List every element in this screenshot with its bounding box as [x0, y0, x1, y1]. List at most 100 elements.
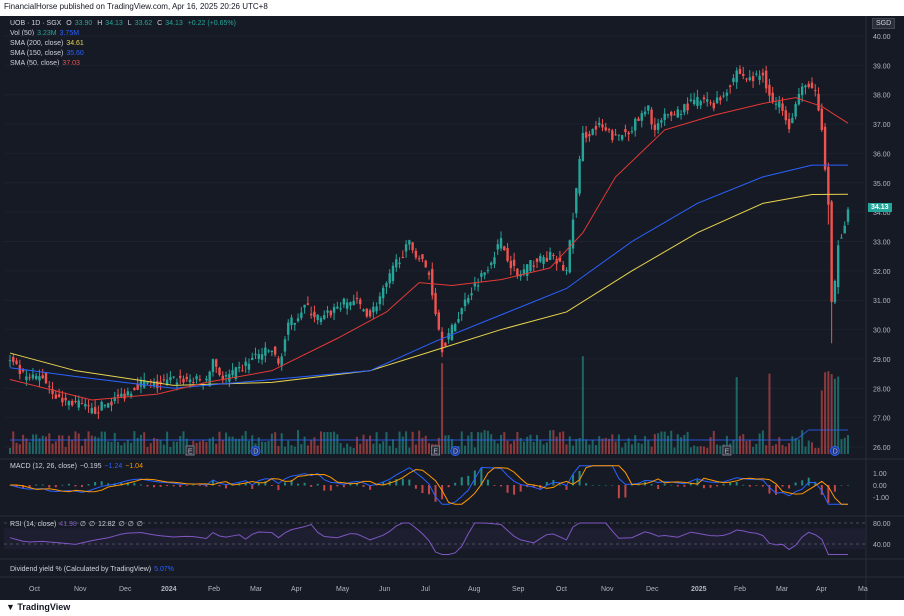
macd-histogram-bar [172, 485, 175, 487]
candle-body [421, 254, 424, 259]
candle-body [316, 314, 319, 320]
candle-body [84, 403, 87, 407]
volume-bar [755, 443, 758, 454]
chart-canvas[interactable]: 40.00 39.00 38.00 37.00 36.00 35.00 34.00 33.00… [0, 16, 904, 600]
candle-body [814, 89, 817, 91]
candle-body [611, 130, 614, 141]
volume-bar [558, 432, 561, 454]
macd-histogram-bar [578, 470, 581, 486]
candle-body [794, 103, 797, 117]
price-tick-label: 39.00 [873, 63, 891, 70]
candle-body [329, 310, 332, 316]
candle-body [810, 82, 814, 89]
candle-body [584, 132, 588, 138]
legend-open: 33.90 [74, 20, 93, 27]
volume-bar [797, 439, 800, 454]
candle-body [440, 331, 444, 353]
macd-histogram-bar [67, 483, 70, 486]
volume-bar [421, 437, 424, 454]
volume-bar [274, 432, 277, 454]
volume-bar [365, 439, 368, 454]
footer-bar: ▼ TradingView [0, 600, 904, 616]
volume-bar [637, 442, 640, 454]
macd-histogram-bar [401, 478, 404, 486]
legend-rsi-row[interactable]: RSI (14, close) 41.98 ∅ ∅ 12.82 ∅ ∅ ∅ [10, 520, 146, 528]
volume-bar [778, 437, 781, 454]
macd-histogram-bar [349, 483, 352, 486]
volume-ma-line [10, 429, 848, 441]
volume-bar [450, 439, 453, 454]
candle-body [303, 304, 306, 308]
legend-symbol-row: UOB · 1D · SGX O 33.90 H 34.13 L 33.62 C 34.… [10, 20, 239, 27]
price-tick-label: 32.00 [873, 269, 891, 276]
candle-body [152, 381, 156, 387]
volume-bar [702, 446, 705, 454]
macd-histogram-bar [467, 475, 470, 486]
macd-histogram-bar [290, 479, 293, 486]
candle-body [277, 358, 280, 364]
candle-body [562, 264, 565, 271]
legend-vol-row[interactable]: Vol (50) 3.23M 3.75M [10, 30, 82, 37]
time-tick-label: May [336, 586, 350, 593]
volume-bar [611, 434, 614, 454]
candle-body [185, 376, 188, 380]
volume-bar [221, 439, 224, 454]
volume-bar [172, 441, 175, 454]
volume-bar [663, 431, 666, 454]
dividend-marker-label: D [453, 449, 458, 456]
time-tick-label: Jun [379, 586, 390, 593]
volume-bar [522, 441, 525, 454]
macd-histogram-bar [120, 482, 123, 486]
candle-body [70, 400, 74, 406]
candle-body [516, 268, 519, 277]
candle-body [768, 84, 771, 96]
volume-bar [231, 436, 234, 454]
volume-bar [441, 363, 444, 454]
candle-body [706, 99, 709, 102]
tradingview-logo[interactable]: ▼ TradingView [6, 602, 70, 612]
legend-h-label: H [97, 20, 103, 27]
price-tick-label: 34.00 [873, 210, 891, 217]
legend-sma150-value: 35.60 [66, 50, 84, 57]
volume-bar [90, 435, 93, 454]
volume-bar [166, 431, 169, 454]
macd-histogram-bar [650, 484, 653, 486]
volume-bar [391, 439, 394, 454]
time-tick-label: Mar [250, 586, 263, 593]
legend-macd-row[interactable]: MACD (12, 26, close) −0.195 −1.24 −1.04 [10, 463, 146, 470]
currency-button[interactable]: SGD [872, 18, 896, 29]
macd-histogram-bar [408, 479, 411, 486]
price-tick-label: 30.00 [873, 328, 891, 335]
candle-body [480, 273, 483, 277]
legend-div-row[interactable]: Dividend yield % (Calculated by TradingV… [10, 566, 177, 573]
volume-bar [738, 435, 741, 454]
legend-symbol[interactable]: UOB · 1D · SGX [10, 20, 62, 27]
volume-bar [539, 440, 542, 454]
volume-bar [565, 444, 568, 454]
macd-histogram-bar [788, 485, 791, 489]
volume-bar [215, 443, 218, 454]
legend-high: 34.13 [105, 20, 123, 27]
time-tick-label: Feb [734, 586, 746, 593]
volume-bar [627, 438, 630, 454]
volume-bar [686, 431, 689, 454]
macd-histogram-bar [748, 485, 751, 487]
macd-histogram-bar [506, 485, 509, 493]
legend-sma50-row[interactable]: SMA (50, close) 37.03 [10, 60, 83, 67]
candle-body [15, 360, 18, 365]
tv-logo-icon: ▼ [6, 602, 18, 612]
volume-bar [329, 432, 332, 454]
volume-bar [601, 438, 604, 454]
legend-sma200-row[interactable]: SMA (200, close) 34.61 [10, 40, 87, 47]
earnings-marker-label: E [188, 449, 193, 456]
volume-bar [781, 444, 784, 454]
macd-histogram-bar [107, 483, 110, 486]
volume-bar [195, 442, 198, 454]
macd-histogram-bar [179, 485, 182, 487]
volume-bar [490, 434, 493, 454]
volume-bar [339, 443, 342, 454]
rsi-tick-label: 80.00 [873, 521, 891, 528]
legend-sma150-row[interactable]: SMA (150, close) 35.60 [10, 50, 87, 57]
volume-bar [257, 437, 260, 454]
candle-body [280, 356, 283, 367]
